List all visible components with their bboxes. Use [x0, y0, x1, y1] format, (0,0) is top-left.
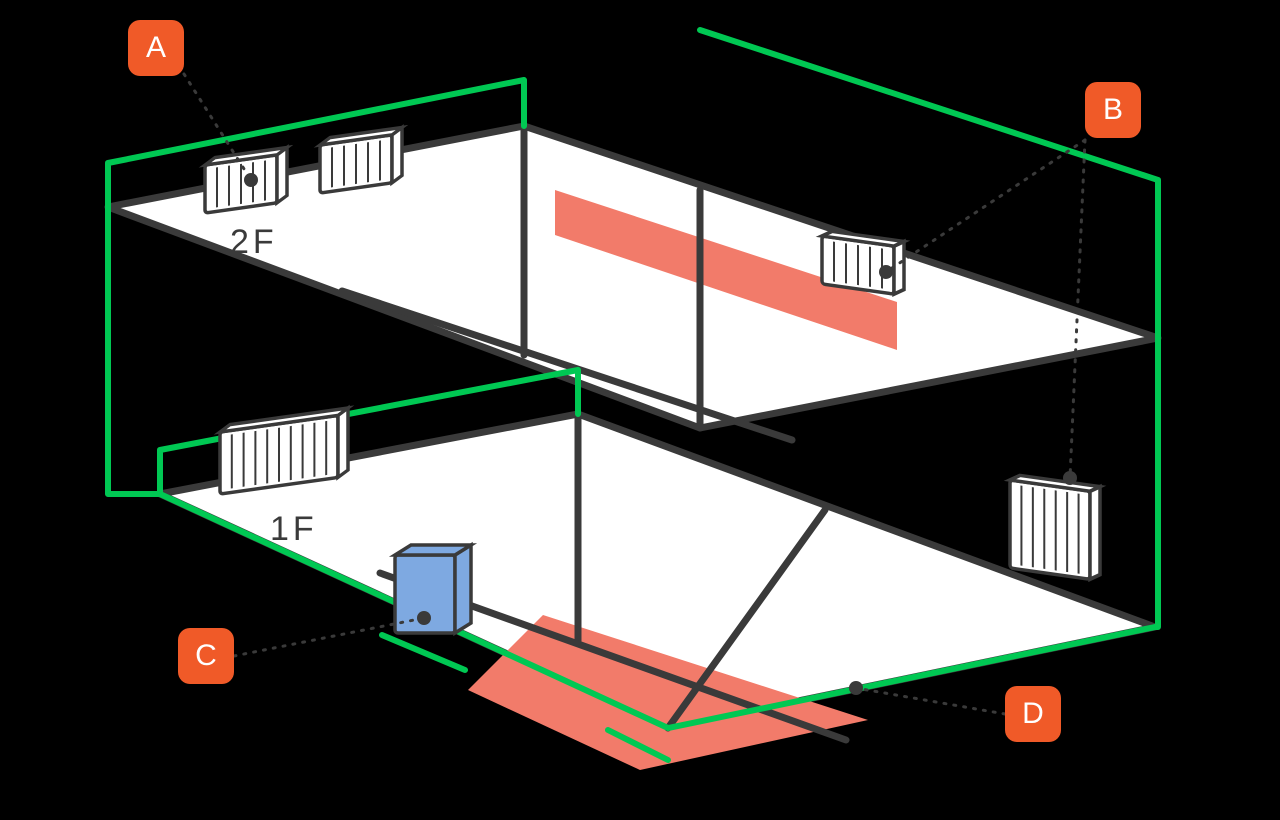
badge-c-label: C: [195, 639, 217, 673]
badge-d-label: D: [1022, 697, 1044, 731]
badge-a-label: A: [146, 31, 166, 65]
badge-d: D: [1005, 686, 1061, 742]
badge-b-label: B: [1103, 93, 1123, 127]
badge-a: A: [128, 20, 184, 76]
badge-b: B: [1085, 82, 1141, 138]
floor-label-2f: 2F: [230, 223, 278, 262]
badge-c: C: [178, 628, 234, 684]
diagram-stage: A B C D 2F 1F: [0, 0, 1280, 820]
floor-label-1f: 1F: [270, 510, 318, 549]
